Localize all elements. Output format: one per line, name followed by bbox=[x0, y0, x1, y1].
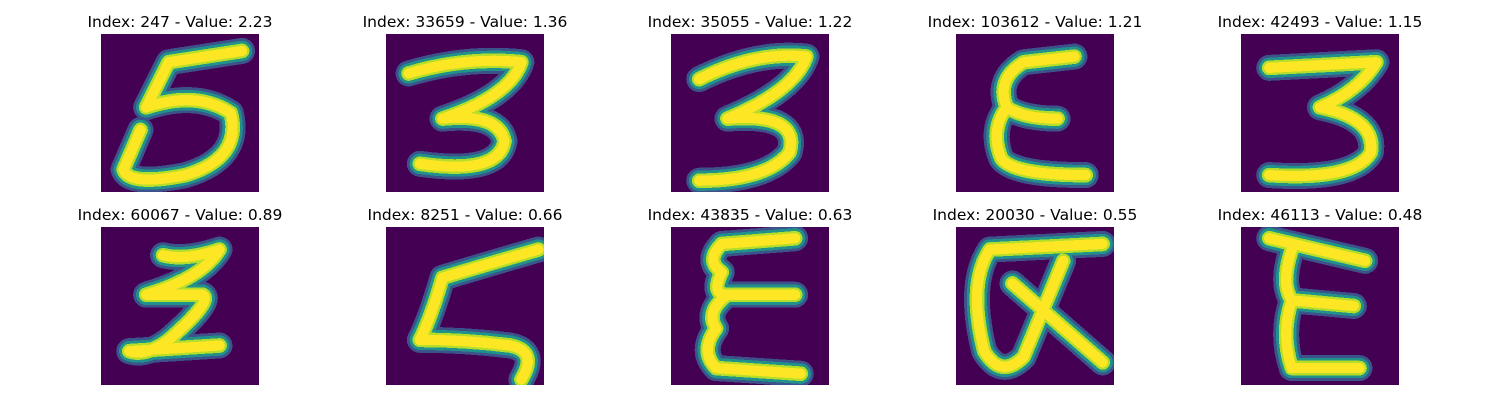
panel-3: Index: 35055 - Value: 1.22 bbox=[600, 10, 900, 200]
panel-title: Index: 42493 - Value: 1.15 bbox=[1217, 13, 1423, 31]
panel-7: Index: 8251 - Value: 0.66 bbox=[315, 203, 615, 393]
panel-title: Index: 35055 - Value: 1.22 bbox=[647, 13, 853, 31]
panel-5: Index: 42493 - Value: 1.15 bbox=[1170, 10, 1470, 200]
panel-title: Index: 247 - Value: 2.23 bbox=[87, 13, 273, 31]
panel-2: Index: 33659 - Value: 1.36 bbox=[315, 10, 615, 200]
digit-image bbox=[386, 227, 544, 385]
digit-image bbox=[671, 227, 829, 385]
digit-image bbox=[956, 34, 1114, 192]
digit-image bbox=[671, 34, 829, 192]
digit-image bbox=[1241, 34, 1399, 192]
panel-title: Index: 33659 - Value: 1.36 bbox=[362, 13, 568, 31]
digit-image bbox=[386, 34, 544, 192]
panel-title: Index: 103612 - Value: 1.21 bbox=[927, 13, 1143, 31]
panel-8: Index: 43835 - Value: 0.63 bbox=[600, 203, 900, 393]
panel-title: Index: 8251 - Value: 0.66 bbox=[367, 206, 563, 224]
panel-6: Index: 60067 - Value: 0.89 bbox=[30, 203, 330, 393]
digit-image bbox=[101, 34, 259, 192]
panel-10: Index: 46113 - Value: 0.48 bbox=[1170, 203, 1470, 393]
panel-4: Index: 103612 - Value: 1.21 bbox=[885, 10, 1185, 200]
panel-title: Index: 46113 - Value: 0.48 bbox=[1217, 206, 1423, 224]
panel-title: Index: 43835 - Value: 0.63 bbox=[647, 206, 853, 224]
panel-9: Index: 20030 - Value: 0.55 bbox=[885, 203, 1185, 393]
digit-image bbox=[101, 227, 259, 385]
panel-title: Index: 20030 - Value: 0.55 bbox=[932, 206, 1138, 224]
panel-1: Index: 247 - Value: 2.23 bbox=[30, 10, 330, 200]
digit-image bbox=[956, 227, 1114, 385]
digit-image bbox=[1241, 227, 1399, 385]
panel-title: Index: 60067 - Value: 0.89 bbox=[77, 206, 283, 224]
